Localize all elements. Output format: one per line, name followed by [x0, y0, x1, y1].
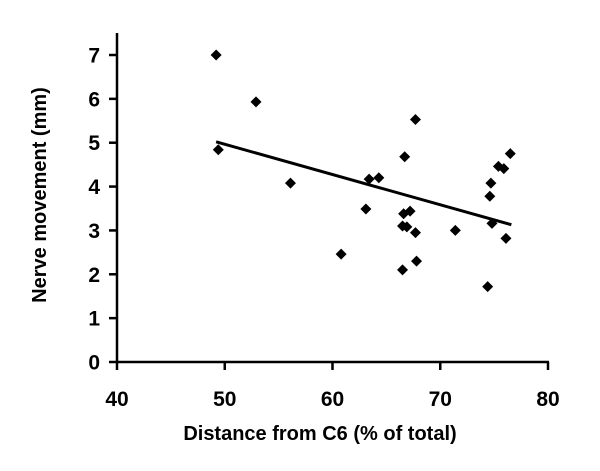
trendline-line — [215, 140, 512, 227]
data-point-diamond — [335, 248, 347, 260]
data-point-diamond — [397, 264, 409, 276]
y-tick-label: 6 — [88, 88, 100, 111]
trendline — [215, 140, 512, 227]
data-point-diamond — [210, 49, 222, 61]
data-point-diamond — [411, 255, 423, 267]
axes — [115, 33, 549, 364]
data-point-diamond — [284, 177, 296, 189]
data-point-diamond — [360, 203, 372, 215]
y-tick-label: 5 — [88, 132, 100, 155]
y-axis-ticks: 0 1 2 3 4 5 6 7 — [88, 45, 117, 375]
x-axis-ticks: 40 50 60 70 80 — [105, 362, 560, 411]
y-tick-label: 4 — [88, 176, 100, 199]
x-tick-label: 40 — [105, 388, 128, 411]
y-tick-label: 0 — [88, 352, 100, 375]
data-point-diamond — [404, 205, 416, 217]
data-point-diamond — [485, 177, 497, 189]
x-axis-title: Distance from C6 (% of total) — [183, 423, 456, 445]
data-point-diamond — [409, 113, 421, 125]
y-tick-label: 2 — [88, 264, 100, 287]
data-point-diamond — [373, 172, 385, 184]
data-point-diamond — [363, 173, 375, 185]
data-point-diamond — [399, 151, 411, 163]
x-tick-label: 50 — [213, 388, 236, 411]
data-points — [210, 49, 516, 293]
data-point-diamond — [482, 281, 494, 293]
data-point-diamond — [504, 148, 516, 160]
x-tick-label: 70 — [429, 388, 452, 411]
data-point-diamond — [250, 96, 262, 108]
y-tick-label: 3 — [88, 220, 100, 243]
data-point-diamond — [409, 227, 421, 239]
x-tick-label: 60 — [321, 388, 344, 411]
data-point-diamond — [500, 232, 512, 244]
y-tick-label: 1 — [88, 308, 100, 331]
data-point-diamond — [449, 224, 461, 236]
data-point-diamond — [212, 144, 224, 156]
y-axis-title: Nerve movement (mm) — [29, 87, 51, 303]
x-tick-label: 80 — [536, 388, 559, 411]
y-tick-label: 7 — [88, 45, 100, 68]
data-point-diamond — [484, 190, 496, 202]
data-point-diamond — [498, 163, 510, 175]
data-point-diamond — [401, 221, 413, 233]
